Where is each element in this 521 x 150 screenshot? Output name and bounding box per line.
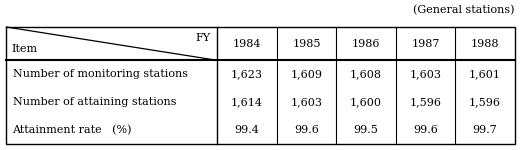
Text: 1,600: 1,600 <box>350 97 382 107</box>
Text: 99.7: 99.7 <box>473 125 498 135</box>
Text: Attainment rate   (%): Attainment rate (%) <box>13 125 132 135</box>
Text: 1,601: 1,601 <box>469 69 501 79</box>
Text: 1,614: 1,614 <box>231 97 263 107</box>
Text: 99.6: 99.6 <box>294 125 319 135</box>
Text: 1,596: 1,596 <box>469 97 501 107</box>
Bar <box>6 27 515 144</box>
Text: 1,596: 1,596 <box>410 97 441 107</box>
Text: 1,608: 1,608 <box>350 69 382 79</box>
Text: 1984: 1984 <box>233 39 261 49</box>
Text: (General stations): (General stations) <box>413 4 515 15</box>
Text: 99.5: 99.5 <box>354 125 378 135</box>
Text: 1987: 1987 <box>411 39 440 49</box>
Text: 1,603: 1,603 <box>291 97 322 107</box>
Text: 1,609: 1,609 <box>291 69 322 79</box>
Text: FY: FY <box>196 33 211 43</box>
Text: Number of monitoring stations: Number of monitoring stations <box>13 69 188 79</box>
Text: 1985: 1985 <box>292 39 321 49</box>
Text: 1986: 1986 <box>352 39 380 49</box>
Text: 1,623: 1,623 <box>231 69 263 79</box>
Text: Number of attaining stations: Number of attaining stations <box>13 97 176 107</box>
Text: Item: Item <box>11 44 38 54</box>
Text: 99.6: 99.6 <box>413 125 438 135</box>
Text: 1,603: 1,603 <box>410 69 441 79</box>
Text: 99.4: 99.4 <box>234 125 259 135</box>
Text: 1988: 1988 <box>471 39 499 49</box>
